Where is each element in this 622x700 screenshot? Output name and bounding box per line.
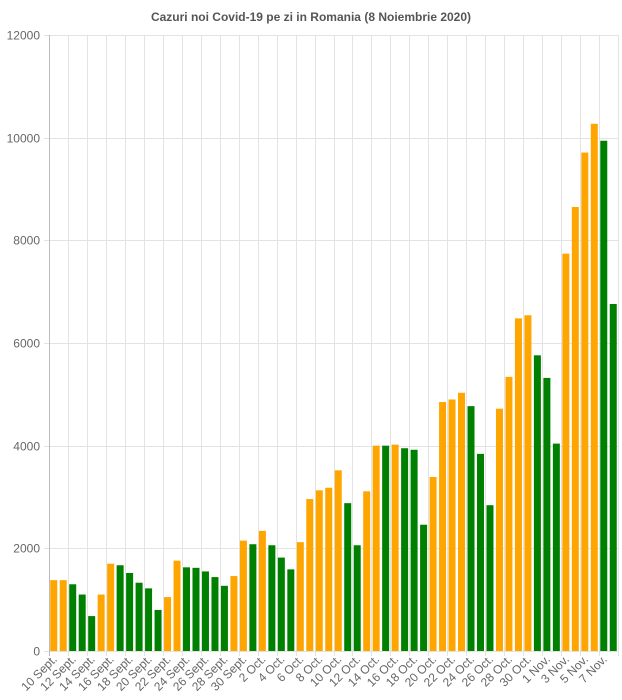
bar: 30 Sept.: 2150 <box>239 540 247 651</box>
bar: 1 Oct.: 2080 <box>249 544 257 651</box>
bar: 8 Oct.: 3130 <box>315 490 323 651</box>
bar: 6 Nov.: 10270 <box>590 123 598 651</box>
bar: 23 Sept.: 1760 <box>173 560 181 651</box>
bar: 5 Nov.: 9710 <box>581 152 589 652</box>
y-tick-label: 12000 <box>7 29 41 43</box>
y-tick-label: 10000 <box>7 132 41 146</box>
y-tick-label: 8000 <box>13 234 40 248</box>
bar: 14 Sept.: 680 <box>88 616 96 651</box>
bar: 3 Nov.: 7740 <box>562 253 570 651</box>
bar: 7 Nov.: 9940 <box>600 140 608 651</box>
bar: 17 Oct.: 3950 <box>401 448 409 651</box>
bar: 8 Nov.: 6760 <box>609 303 617 651</box>
bar: 16 Oct.: 4020 <box>391 444 399 651</box>
bar: 21 Sept.: 800 <box>154 609 162 651</box>
bar: 12 Sept.: 1300 <box>69 584 77 651</box>
grid <box>44 35 619 656</box>
bar: 13 Oct.: 3110 <box>363 491 371 651</box>
bar: 20 Oct.: 3390 <box>429 476 437 651</box>
bar: 4 Oct.: 1820 <box>277 557 285 651</box>
bar: 30 Oct.: 6540 <box>524 315 532 651</box>
bar: 26 Sept.: 1550 <box>201 571 209 651</box>
bar: 27 Oct.: 4720 <box>495 408 503 651</box>
bar: 3 Oct.: 2060 <box>268 545 276 651</box>
bar: 14 Oct.: 4000 <box>372 445 380 651</box>
bar: 19 Sept.: 1330 <box>135 582 143 651</box>
bar: 10 Oct.: 3520 <box>334 470 342 651</box>
bar: 18 Oct.: 3920 <box>410 449 418 651</box>
bar: 12 Oct.: 2060 <box>353 545 361 651</box>
y-tick-label: 0 <box>33 645 40 659</box>
chart-title: Cazuri noi Covid-19 pe zi in Romania (8 … <box>151 10 471 24</box>
y-tick-label: 6000 <box>13 337 40 351</box>
bar: 19 Oct.: 2460 <box>420 524 428 651</box>
y-axis: 0 2000 4000 6000 8000 10000 12000 <box>7 29 50 659</box>
bar: 28 Sept.: 1270 <box>220 585 228 651</box>
bar: 22 Sept.: 1050 <box>164 597 172 651</box>
y-tick-label: 4000 <box>13 440 40 454</box>
bar: 21 Oct.: 4850 <box>439 402 447 651</box>
x-axis: 10 Sept.12 Sept.14 Sept.16 Sept.18 Sept.… <box>18 652 610 694</box>
bar: 15 Oct.: 4000 <box>382 445 390 651</box>
bar: 24 Oct.: 4770 <box>467 406 475 651</box>
bar: 6 Oct.: 2120 <box>296 542 304 651</box>
bar: 9 Oct.: 3180 <box>325 487 333 651</box>
bar: 11 Sept.: 1380 <box>59 580 67 651</box>
bar: 17 Sept.: 1670 <box>116 565 124 651</box>
bar: 13 Sept.: 1100 <box>78 594 86 651</box>
bar: 29 Oct.: 6480 <box>514 318 522 651</box>
bar: 31 Oct.: 5760 <box>533 355 541 651</box>
bar: 29 Sept.: 1460 <box>230 576 238 651</box>
bars: 10 Sept.: 138011 Sept.: 138012 Sept.: 13… <box>50 123 617 652</box>
bar: 20 Sept.: 1220 <box>145 588 153 651</box>
bar: 24 Sept.: 1630 <box>183 567 191 651</box>
bar: 25 Oct.: 3840 <box>476 453 484 651</box>
bar: 11 Oct.: 2880 <box>344 503 352 651</box>
bar: 7 Oct.: 2960 <box>306 499 314 651</box>
bar: 25 Sept.: 1620 <box>192 567 200 651</box>
bar: 1 Nov.: 5320 <box>543 377 551 651</box>
bar: 18 Sept.: 1520 <box>126 572 134 651</box>
bar: 27 Sept.: 1440 <box>211 577 219 651</box>
bar: 15 Sept.: 1100 <box>97 594 105 651</box>
bar: 2 Oct.: 2340 <box>258 530 266 651</box>
bar: 10 Sept.: 1380 <box>50 580 58 651</box>
bar: 22 Oct.: 4900 <box>448 399 456 651</box>
bar: 28 Oct.: 5340 <box>505 376 513 651</box>
y-tick-label: 2000 <box>13 542 40 556</box>
bar: 16 Sept.: 1700 <box>107 563 115 651</box>
bar: 4 Nov.: 8650 <box>571 206 579 651</box>
bar: 2 Nov.: 4040 <box>552 443 560 651</box>
bar: 26 Oct.: 2840 <box>486 505 494 651</box>
bar: 23 Oct.: 5030 <box>458 392 466 651</box>
bar: 5 Oct.: 1590 <box>287 569 295 651</box>
